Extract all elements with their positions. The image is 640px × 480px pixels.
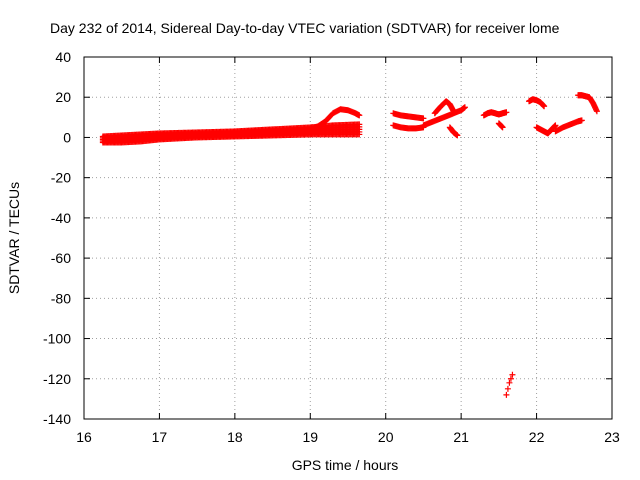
data-point	[499, 124, 506, 131]
y-tick-label: -80	[51, 290, 71, 306]
y-tick-label: -140	[43, 411, 71, 427]
y-tick-label: -120	[43, 371, 71, 387]
data-point	[420, 115, 427, 122]
y-tick-label: 40	[55, 49, 71, 65]
data-point	[461, 104, 468, 111]
y-tick-label: -20	[51, 170, 71, 186]
data-point	[503, 109, 510, 116]
data-point	[356, 121, 363, 128]
data-point	[541, 103, 548, 110]
data-points	[99, 92, 600, 398]
plot-frame	[83, 56, 613, 420]
y-tick-label: -60	[51, 250, 71, 266]
x-tick-label: 17	[152, 429, 168, 445]
y-tick-label: 0	[63, 129, 71, 145]
y-tick-label: -100	[43, 331, 71, 347]
data-point	[504, 385, 511, 392]
x-axis-label: GPS time / hours	[292, 457, 399, 473]
data-point	[454, 132, 461, 139]
x-tick-label: 16	[76, 429, 92, 445]
data-point	[578, 117, 585, 124]
data-point	[552, 122, 559, 129]
y-tick-label: -40	[51, 210, 71, 226]
data-point	[450, 108, 457, 115]
x-tick-label: 20	[378, 429, 394, 445]
data-point	[509, 371, 516, 378]
x-tick-label: 22	[529, 429, 545, 445]
axis-ticks: 16 17 18 19 20 21 22 23 -140 -120 -100 -80 -60 -40 -20…	[43, 49, 620, 445]
data-point	[503, 391, 510, 398]
data-point	[507, 375, 514, 382]
x-tick-label: 19	[302, 429, 318, 445]
data-point	[593, 108, 600, 115]
x-tick-label: 23	[604, 429, 620, 445]
y-axis-label: SDTVAR / TECUs	[6, 182, 22, 294]
x-tick-label: 18	[227, 429, 243, 445]
x-tick-label: 21	[453, 429, 469, 445]
chart-title: Day 232 of 2014, Sidereal Day-to-day VTE…	[50, 20, 560, 36]
y-tick-label: 20	[55, 89, 71, 105]
data-point	[506, 379, 513, 386]
data-point	[356, 112, 363, 119]
